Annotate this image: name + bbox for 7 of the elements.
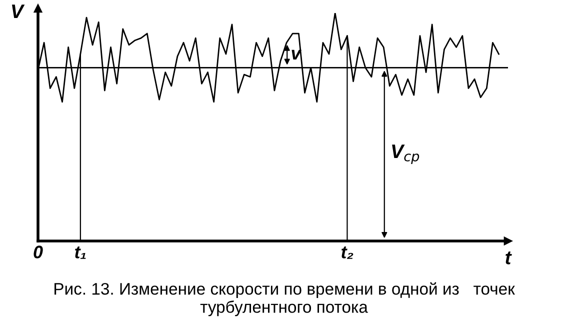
x-tick-label: t₁: [75, 246, 86, 259]
ref-line-label: V$_{ср}$: [392, 144, 420, 164]
x-tick-label: t₂: [342, 246, 354, 259]
y-axis-title: V: [12, 4, 25, 18]
x-tick-label: 0: [34, 246, 43, 258]
text: Рис. 13. Изменение скорости по времени в одной из точек турбулентного потока: [54, 282, 515, 316]
x-axis-title: t: [506, 252, 512, 264]
